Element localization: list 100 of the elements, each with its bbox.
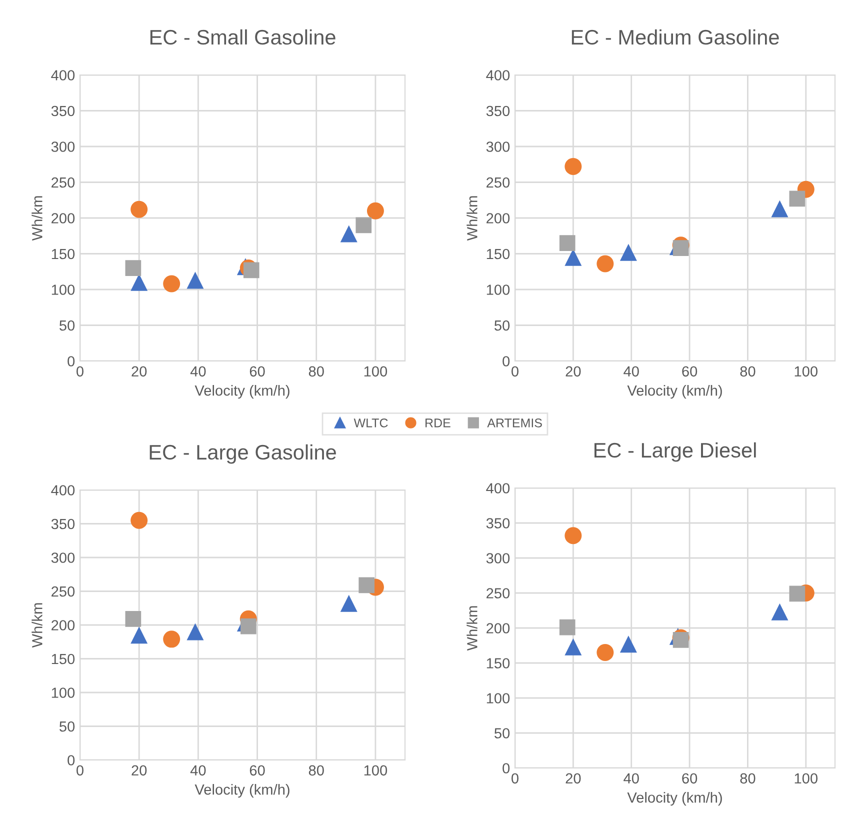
x-tick-label: 40	[624, 366, 639, 377]
x-tick-label: 20	[566, 773, 581, 784]
y-tick-label: 200	[52, 213, 75, 224]
point	[340, 594, 358, 612]
y-tick-label: 400	[51, 485, 75, 496]
point	[771, 200, 788, 218]
x-tick-label: 60	[682, 366, 698, 377]
x-tick-label: 60	[682, 773, 698, 784]
y-tick-label: 300	[51, 552, 75, 563]
y-tick-label: 50	[494, 728, 510, 738]
x-axis-title: Velocity (km/h)	[627, 385, 722, 399]
x-tick-label: 80	[740, 773, 756, 784]
y-tick-label: 50	[494, 320, 510, 331]
point	[243, 262, 260, 278]
x-tick-label: 20	[132, 366, 147, 377]
y-tick-label: 150	[52, 248, 75, 260]
point	[240, 618, 256, 634]
point	[186, 623, 204, 640]
point	[620, 636, 637, 653]
x-axis-title: Velocity (km/h)	[627, 792, 722, 806]
x-tick-label: 40	[190, 366, 206, 377]
legend-label: WLTC	[354, 418, 388, 428]
chart-title: EC - Large Diesel	[594, 442, 756, 462]
y-tick-label: 200	[486, 623, 510, 634]
chart-title: EC - Large Gasoline	[150, 444, 336, 464]
y-tick-label: 400	[486, 70, 510, 80]
y-tick-label: 50	[60, 721, 75, 732]
point	[366, 202, 384, 220]
point	[789, 190, 806, 207]
y-tick-label: 0	[68, 755, 75, 766]
point	[356, 217, 372, 234]
x-tick-label: 20	[566, 366, 581, 377]
y-tick-label: 150	[52, 654, 75, 664]
point	[340, 225, 358, 242]
point	[564, 527, 582, 544]
x-tick-label: 40	[190, 765, 206, 776]
x-tick-label: 0	[512, 366, 518, 377]
y-tick-label: 250	[486, 588, 510, 598]
y-tick-label: 250	[52, 586, 75, 597]
x-tick-label: 20	[132, 765, 147, 776]
y-tick-label: 350	[486, 106, 510, 116]
point	[559, 235, 576, 251]
y-tick-label: 350	[486, 518, 510, 528]
y-tick-label: 100	[52, 688, 75, 698]
point	[564, 638, 582, 656]
x-axis-title: Velocity (km/h)	[194, 784, 290, 798]
x-tick-label: 60	[250, 765, 265, 776]
point	[559, 619, 576, 636]
y-axis-title: Wh/km	[466, 196, 478, 241]
point	[789, 586, 806, 602]
y-tick-label: 400	[486, 483, 510, 494]
y-tick-label: 50	[60, 320, 75, 331]
y-tick-label: 100	[486, 693, 510, 704]
y-tick-label: 250	[486, 177, 510, 188]
x-tick-label: 60	[250, 366, 265, 377]
y-axis-title: Wh/km	[466, 606, 478, 651]
x-tick-label: 0	[76, 765, 84, 776]
point	[358, 577, 375, 594]
y-tick-label: 200	[486, 213, 510, 224]
point	[771, 603, 788, 620]
y-tick-label: 200	[52, 620, 75, 630]
point	[163, 275, 180, 292]
point	[620, 244, 637, 261]
x-tick-label: 80	[308, 366, 324, 377]
legend-label: RDE	[426, 418, 450, 428]
x-tick-label: 80	[740, 366, 756, 377]
y-axis-title: Wh/km	[32, 196, 42, 241]
y-tick-label: 250	[52, 177, 75, 188]
x-tick-label: 100	[794, 366, 818, 377]
y-tick-label: 400	[51, 70, 75, 80]
chart-title: EC - Medium Gasoline	[572, 29, 779, 45]
point	[125, 611, 142, 627]
legend-label: ARTEMIS	[487, 418, 542, 428]
y-axis-title: Wh/km	[32, 603, 42, 648]
y-tick-label: 150	[486, 658, 510, 668]
x-tick-label: 40	[624, 773, 639, 784]
y-tick-label: 300	[51, 142, 75, 152]
y-tick-label: 100	[486, 284, 510, 295]
x-tick-label: 100	[364, 366, 388, 377]
point	[130, 200, 148, 218]
y-tick-label: 0	[502, 356, 510, 366]
x-tick-label: 100	[364, 765, 388, 776]
x-tick-label: 0	[512, 773, 518, 784]
point	[564, 158, 582, 176]
point	[596, 255, 614, 272]
y-tick-label: 100	[52, 284, 75, 295]
y-tick-label: 300	[486, 142, 510, 152]
point	[163, 630, 180, 648]
x-tick-label: 80	[308, 765, 324, 776]
point	[130, 626, 148, 644]
y-tick-label: 350	[51, 518, 75, 530]
point	[186, 272, 204, 289]
y-tick-label: 350	[51, 106, 75, 116]
chart-title: EC - Small Gasoline	[150, 29, 336, 45]
x-tick-label: 0	[76, 366, 84, 377]
point	[125, 260, 142, 276]
y-tick-label: 300	[486, 553, 510, 564]
point	[672, 240, 689, 256]
y-tick-label: 150	[486, 248, 510, 260]
x-axis-title: Velocity (km/h)	[194, 385, 290, 399]
